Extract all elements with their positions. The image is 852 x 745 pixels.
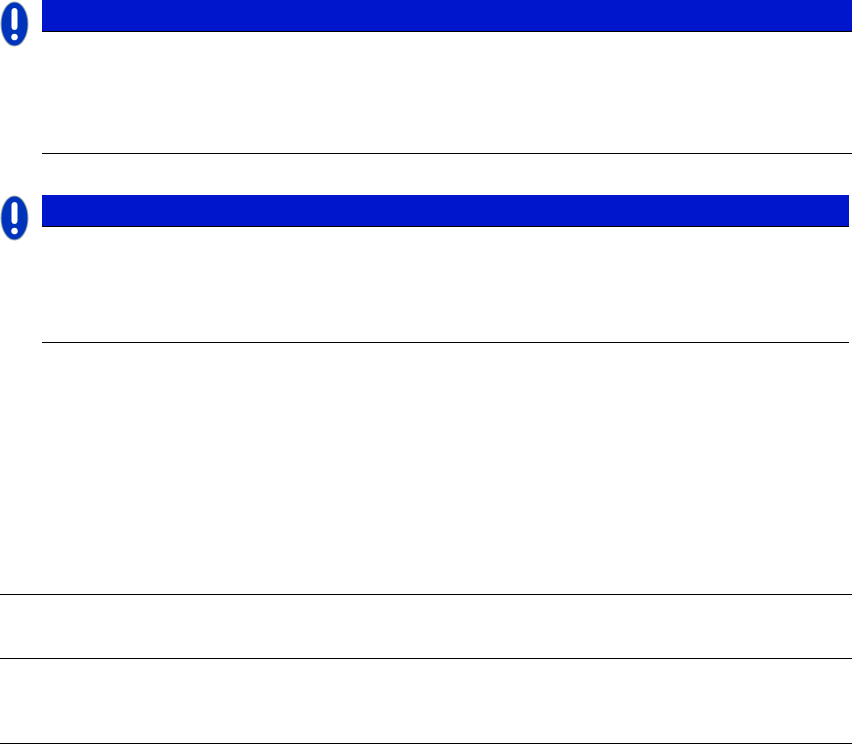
notice-1-bottom-rule <box>42 153 852 154</box>
divider-rule <box>0 743 852 744</box>
notice-1-header-bar <box>42 0 852 32</box>
notice-2-bottom-rule <box>42 342 849 343</box>
notice-2-exclamation-icon <box>0 195 29 241</box>
notice-2-header-bar <box>42 195 849 227</box>
notice-1-exclamation-icon <box>0 1 29 47</box>
divider-rule <box>0 594 852 595</box>
divider-rule <box>0 658 852 659</box>
